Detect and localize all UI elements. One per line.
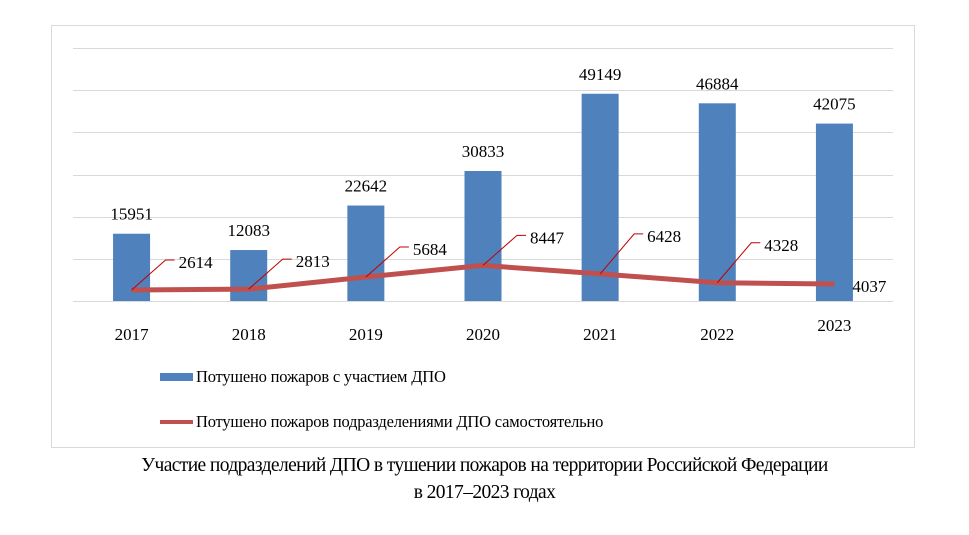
- legend-label-bars: Потушено пожаров с участием ДПО: [196, 367, 446, 386]
- line-label-2022: 4328: [764, 236, 798, 255]
- line-label-2021: 6428: [647, 227, 681, 246]
- legend-line-swatch-icon: [160, 420, 193, 424]
- bar-label-2022: 46884: [696, 74, 739, 93]
- x-axis-category-labels: 2017 2018 2019 2020 2021 2022 2023: [115, 316, 852, 344]
- line-data-labels: 2614 2813 5684 8447 6428 4328 4037: [179, 227, 887, 296]
- bar-2023: [815, 123, 853, 302]
- leader-line-2018: [248, 258, 292, 290]
- bar-label-2017: 15951: [110, 205, 153, 224]
- chart-legend: Потушено пожаров с участием ДПО Потушено…: [160, 366, 603, 456]
- figure-caption: Участие подразделений ДПО в тушении пожа…: [0, 452, 969, 506]
- line-label-2017: 2614: [179, 253, 214, 272]
- bar-data-labels: 15951 12083 22642 30833 49149 46884 42075: [110, 65, 855, 240]
- bar-2020: [464, 170, 502, 301]
- bar-label-2023: 42075: [813, 95, 856, 114]
- legend-bar-swatch-icon: [160, 373, 193, 381]
- category-label-2018: 2018: [232, 325, 266, 344]
- line-label-2018: 2813: [296, 252, 330, 271]
- category-label-2021: 2021: [583, 325, 617, 344]
- bar-2018: [230, 250, 268, 301]
- line-label-2019: 5684: [413, 240, 448, 259]
- caption-line-1: Участие подразделений ДПО в тушении пожа…: [141, 455, 828, 476]
- line-label-2020: 8447: [530, 228, 565, 247]
- bar-2022: [698, 103, 736, 301]
- bar-label-2018: 12083: [227, 221, 270, 240]
- category-label-2017: 2017: [115, 325, 150, 344]
- leader-lines: [131, 233, 761, 291]
- leader-line-2017: [131, 259, 175, 291]
- line-label-2023: 4037: [852, 277, 887, 296]
- category-label-2022: 2022: [700, 325, 734, 344]
- legend-item-bars: Потушено пожаров с участием ДПО: [160, 366, 603, 388]
- gridlines: [73, 48, 893, 302]
- legend-item-line: Потушено пожаров подразделениями ДПО сам…: [160, 411, 603, 433]
- category-label-2023: 2023: [817, 316, 851, 335]
- category-label-2020: 2020: [466, 325, 500, 344]
- category-label-2019: 2019: [349, 325, 383, 344]
- bar-2019: [347, 205, 385, 301]
- leader-line-2020: [482, 234, 526, 266]
- bar-series: [113, 93, 853, 302]
- caption-line-2: в 2017–2023 годах: [413, 482, 556, 503]
- bar-label-2020: 30833: [462, 142, 505, 161]
- leader-line-2021: [599, 233, 644, 275]
- bar-2021: [581, 93, 619, 301]
- bar-label-2021: 49149: [579, 65, 622, 84]
- leader-line-2019: [365, 246, 409, 278]
- bar-label-2019: 22642: [345, 177, 388, 196]
- leader-line-2022: [716, 242, 761, 284]
- legend-label-line: Потушено пожаров подразделениями ДПО сам…: [196, 412, 604, 431]
